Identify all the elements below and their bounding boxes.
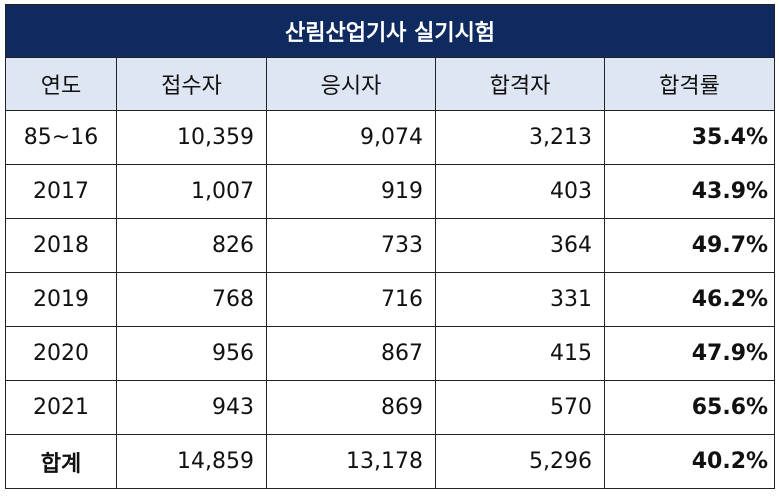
cell-passed: 3,213 — [435, 110, 605, 165]
cell-applicants: 826 — [116, 218, 267, 273]
cell-year: 2018 — [5, 218, 117, 273]
table-row: 2018 826 733 364 49.7% — [5, 218, 776, 273]
total-row: 합계 14,859 13,178 5,296 40.2% — [5, 434, 776, 489]
table-title: 산림산업기사 실기시험 — [4, 4, 776, 58]
cell-pass-rate: 35.4% — [603, 110, 776, 165]
total-pass-rate: 40.2% — [603, 434, 776, 489]
total-passed: 5,296 — [435, 434, 605, 489]
header-row: 연도 접수자 응시자 합격자 합격률 — [5, 57, 776, 111]
title-row: 산림산업기사 실기시험 — [4, 4, 776, 58]
cell-applicants: 10,359 — [116, 110, 267, 165]
cell-examinees: 869 — [266, 380, 436, 435]
cell-pass-rate: 47.9% — [603, 326, 776, 381]
cell-applicants: 956 — [116, 326, 267, 381]
table-row: 2020 956 867 415 47.9% — [5, 326, 776, 381]
cell-pass-rate: 65.6% — [603, 380, 776, 435]
cell-examinees: 919 — [266, 164, 436, 219]
header-applicants: 접수자 — [116, 57, 267, 111]
cell-passed: 364 — [435, 218, 605, 273]
cell-examinees: 733 — [266, 218, 436, 273]
cell-pass-rate: 43.9% — [603, 164, 776, 219]
header-pass-rate: 합격률 — [603, 57, 776, 111]
table-row: 2021 943 869 570 65.6% — [5, 380, 776, 435]
table-row: 2019 768 716 331 46.2% — [5, 272, 776, 327]
cell-year: 2019 — [5, 272, 117, 327]
total-examinees: 13,178 — [266, 434, 436, 489]
cell-applicants: 943 — [116, 380, 267, 435]
exam-stats-table: 산림산업기사 실기시험 연도 접수자 응시자 합격자 합격률 85~16 10,… — [4, 4, 776, 489]
cell-passed: 570 — [435, 380, 605, 435]
cell-applicants: 1,007 — [116, 164, 267, 219]
cell-examinees: 716 — [266, 272, 436, 327]
cell-passed: 331 — [435, 272, 605, 327]
cell-examinees: 9,074 — [266, 110, 436, 165]
cell-year: 2020 — [5, 326, 117, 381]
cell-pass-rate: 46.2% — [603, 272, 776, 327]
header-year: 연도 — [5, 57, 117, 111]
cell-passed: 415 — [435, 326, 605, 381]
cell-passed: 403 — [435, 164, 605, 219]
cell-applicants: 768 — [116, 272, 267, 327]
cell-examinees: 867 — [266, 326, 436, 381]
header-passed: 합격자 — [435, 57, 605, 111]
total-label: 합계 — [5, 434, 117, 489]
total-applicants: 14,859 — [116, 434, 267, 489]
cell-year: 2017 — [5, 164, 117, 219]
cell-year: 85~16 — [5, 110, 117, 165]
table-row: 85~16 10,359 9,074 3,213 35.4% — [5, 110, 776, 165]
exam-stats-table-container: 산림산업기사 실기시험 연도 접수자 응시자 합격자 합격률 85~16 10,… — [4, 4, 776, 489]
table-row: 2017 1,007 919 403 43.9% — [5, 164, 776, 219]
cell-year: 2021 — [5, 380, 117, 435]
header-examinees: 응시자 — [266, 57, 436, 111]
cell-pass-rate: 49.7% — [603, 218, 776, 273]
